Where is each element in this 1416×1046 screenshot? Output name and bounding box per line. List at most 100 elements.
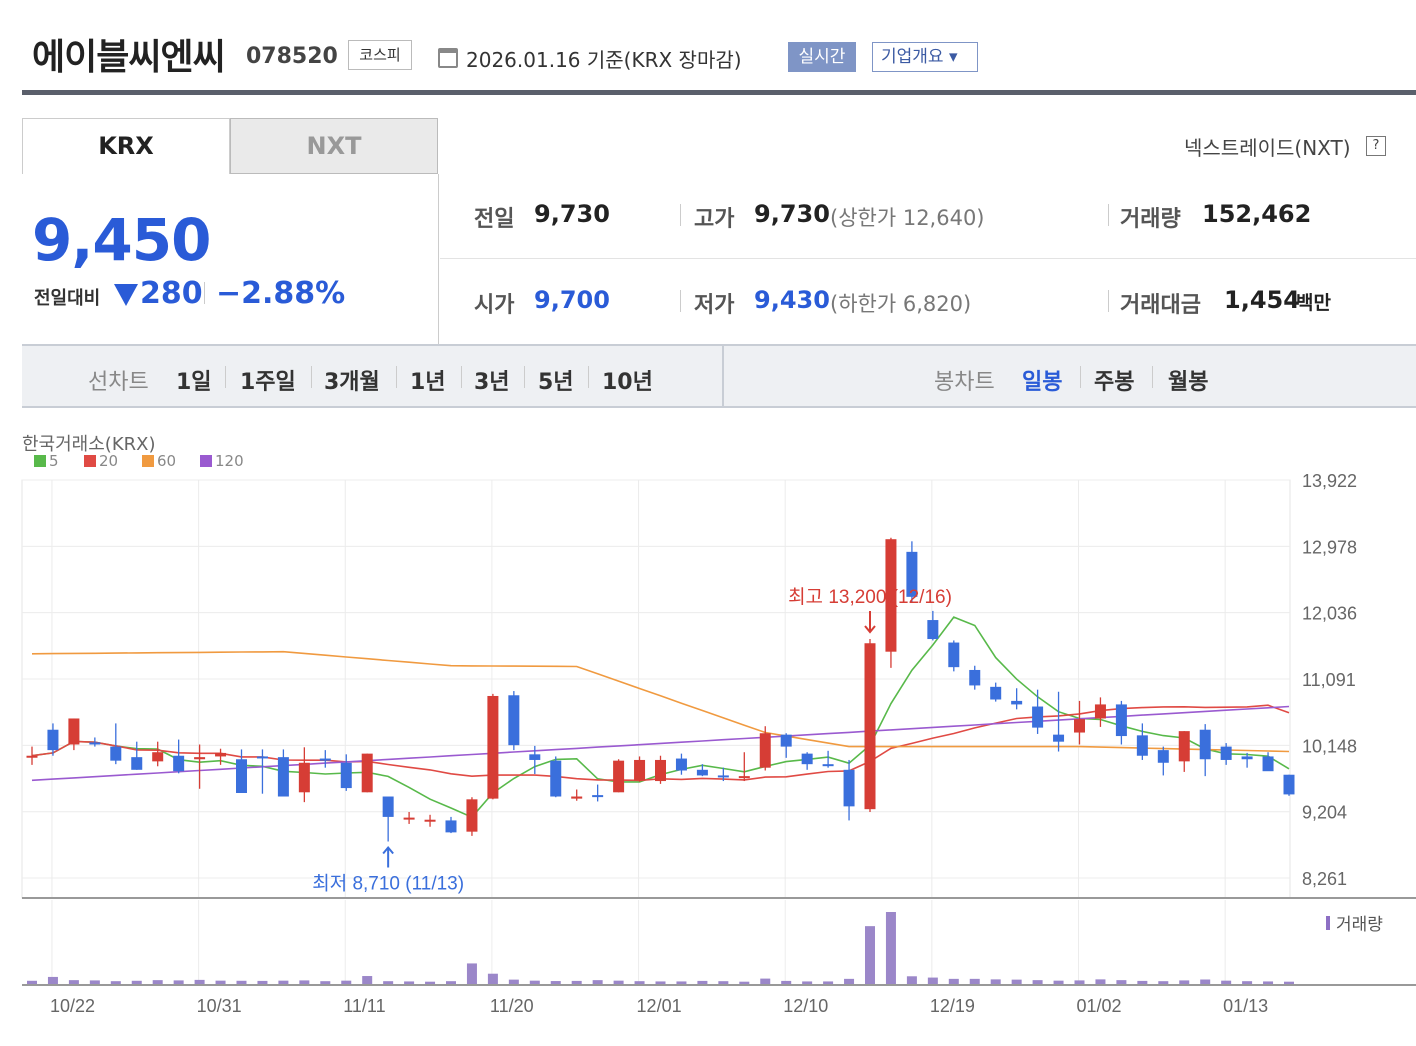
volume-bar <box>865 926 875 984</box>
company-overview-dropdown[interactable]: 기업개요 ▾ <box>872 42 978 72</box>
candle-body <box>969 669 981 686</box>
volume-bar <box>823 981 834 984</box>
volume-bar <box>47 976 58 984</box>
x-tick-label: 10/22 <box>50 996 95 1016</box>
candle-body <box>571 796 583 799</box>
stock-candlestick-chart[interactable]: 13,922 12,978 12,036 11,091 10,148 9,204 8,261… <box>0 470 1416 1046</box>
range-10y[interactable]: 10년 <box>602 370 653 395</box>
range-separator <box>311 366 312 388</box>
volume-bar <box>341 980 352 984</box>
trade-amount-value: 1,454 <box>1224 286 1300 314</box>
volume-bar <box>802 981 813 984</box>
x-tick-label: 12/19 <box>930 996 975 1016</box>
volume-value: 152,462 <box>1202 200 1312 228</box>
period-daily[interactable]: 일봉 <box>1022 370 1063 395</box>
x-tick-label: 01/02 <box>1077 996 1122 1016</box>
range-1d[interactable]: 1일 <box>176 370 212 395</box>
volume-bar <box>1137 980 1148 984</box>
help-icon[interactable]: ? <box>1366 136 1386 156</box>
volume-label: 거래량 <box>1120 207 1181 232</box>
candle-body <box>131 757 143 770</box>
candle-body <box>1283 774 1295 795</box>
x-tick-label: 11/20 <box>490 996 534 1016</box>
header-divider <box>22 90 1416 95</box>
volume-bar <box>948 978 959 984</box>
company-name: 에이블씨엔씨 <box>32 37 226 78</box>
candle-body <box>801 753 813 765</box>
reference-date: 2026.01.16 기준(KRX 장마감) <box>466 48 742 72</box>
candle-chart-label: 봉차트 <box>934 370 995 395</box>
high-annotation: 최고 13,200 (12/16) <box>788 586 952 608</box>
tab-nxt[interactable]: NXT <box>230 118 438 174</box>
candle-body <box>340 762 352 789</box>
candle-body <box>1157 750 1169 763</box>
volume-bar <box>1095 979 1106 984</box>
change-separator <box>204 282 205 304</box>
candle-body <box>361 753 373 793</box>
chart-range-bar <box>22 344 1416 408</box>
legend-ma120: 120 <box>200 452 244 470</box>
range-3m[interactable]: 3개월 <box>324 370 380 395</box>
line-chart-label: 선차트 <box>88 370 149 395</box>
ma-line-60 <box>31 650 1290 753</box>
change-amount: 280 <box>140 276 203 311</box>
period-weekly[interactable]: 주봉 <box>1094 370 1135 395</box>
stat-separator <box>1108 290 1109 312</box>
candle-body <box>403 817 415 820</box>
x-tick-label: 12/01 <box>637 996 682 1016</box>
volume-bar <box>676 981 687 984</box>
candle-body <box>843 769 855 807</box>
volume-bar <box>1200 979 1211 984</box>
change-label: 전일대비 <box>34 288 101 309</box>
candle-body <box>675 758 687 771</box>
candle-body <box>1199 729 1211 760</box>
y-tick-label: 12,036 <box>1302 604 1357 624</box>
candle-body <box>550 760 562 797</box>
candle-body <box>1220 746 1232 760</box>
range-1w[interactable]: 1주일 <box>240 370 296 395</box>
tab-krx[interactable]: KRX <box>22 118 230 174</box>
range-1y[interactable]: 1년 <box>410 370 446 395</box>
x-tick-label: 12/10 <box>783 996 828 1016</box>
volume-bar <box>529 980 540 984</box>
range-5y[interactable]: 5년 <box>538 370 574 395</box>
volume-bar <box>634 981 645 984</box>
volume-bar <box>466 963 477 984</box>
volume-bar <box>404 981 415 984</box>
candle-body <box>173 755 185 772</box>
y-tick-label: 13,922 <box>1302 471 1357 491</box>
high-label: 고가 <box>694 207 735 232</box>
candle-body <box>152 752 164 762</box>
volume-bar <box>320 981 331 984</box>
range-separator <box>225 366 226 388</box>
candle-body <box>277 757 289 797</box>
candle-body <box>110 746 122 761</box>
volume-bar <box>236 980 247 984</box>
candle-body <box>215 752 227 757</box>
legend-ma60: 60 <box>142 452 176 470</box>
candle-body <box>822 764 834 767</box>
range-separator <box>1152 366 1153 388</box>
candle-body <box>990 686 1002 700</box>
volume-bar <box>110 981 121 984</box>
stock-header: 에이블씨엔씨 078520 코스피 2026.01.16 기준(KRX 장마감)… <box>0 0 1416 96</box>
range-separator <box>396 366 397 388</box>
nxt-link[interactable]: 넥스트레이드(NXT) <box>1184 136 1351 160</box>
y-tick-label: 10,148 <box>1302 736 1357 756</box>
candle-body <box>256 756 268 759</box>
realtime-button[interactable]: 실시간 <box>788 42 856 72</box>
period-monthly[interactable]: 월봉 <box>1168 370 1209 395</box>
change-percent: −2.88% <box>216 276 346 311</box>
trade-amount-label: 거래대금 <box>1120 293 1201 318</box>
candle-body <box>194 757 206 760</box>
x-tick-label: 11/11 <box>343 996 385 1016</box>
volume-bar <box>299 980 310 984</box>
volume-bar <box>215 980 226 984</box>
volume-bar <box>571 980 582 984</box>
volume-bar <box>592 980 603 984</box>
stats-divider <box>440 258 1416 259</box>
volume-bar <box>969 978 980 984</box>
candle-body <box>1011 700 1023 705</box>
range-3y[interactable]: 3년 <box>474 370 510 395</box>
volume-bar <box>68 980 79 984</box>
